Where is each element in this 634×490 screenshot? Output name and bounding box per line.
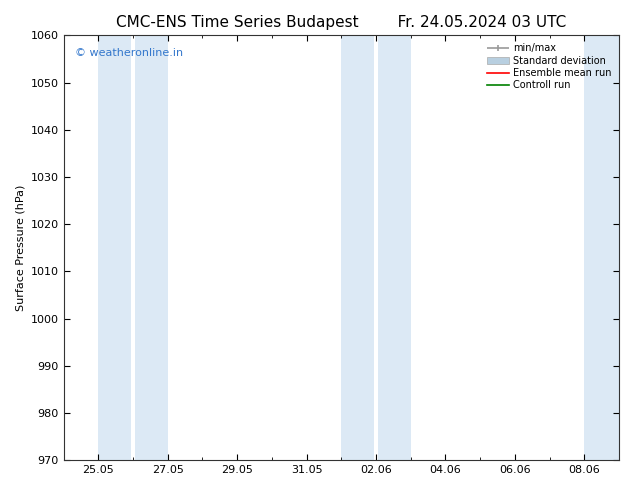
Y-axis label: Surface Pressure (hPa): Surface Pressure (hPa) [15,185,25,311]
Legend: min/max, Standard deviation, Ensemble mean run, Controll run: min/max, Standard deviation, Ensemble me… [484,40,614,93]
Text: © weatheronline.in: © weatheronline.in [75,48,183,58]
Bar [378,35,411,460]
Bar [134,35,167,460]
Title: CMC-ENS Time Series Budapest        Fr. 24.05.2024 03 UTC: CMC-ENS Time Series Budapest Fr. 24.05.2… [116,15,566,30]
Bar [341,35,374,460]
Bar [98,35,131,460]
Bar [585,35,619,460]
